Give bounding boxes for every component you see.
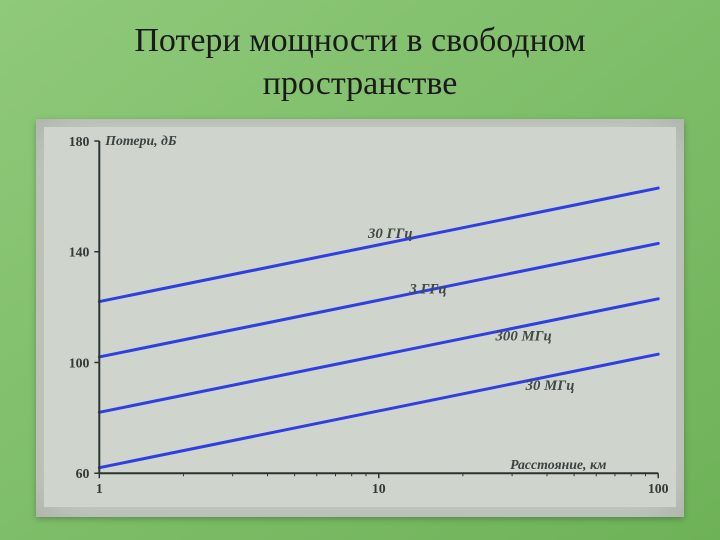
y-tick-label: 60 (76, 467, 90, 482)
slide-title: Потери мощности в свободном пространстве (36, 20, 684, 105)
title-line-1: Потери мощности в свободном (134, 22, 585, 59)
series-label: 30 ГГц (367, 226, 413, 242)
slide: Потери мощности в свободном пространстве… (0, 0, 720, 540)
title-line-2: пространстве (263, 65, 458, 102)
x-tick-label: 100 (648, 482, 669, 497)
loss-chart: Потери, дБ Расстояние, км 60 100 140 180 1 10 10… (44, 127, 676, 507)
chart-container: Потери, дБ Расстояние, км 60 100 140 180 1 10 10… (36, 119, 684, 517)
y-tick-label: 140 (69, 246, 90, 261)
x-tick-label: 10 (372, 482, 386, 497)
series-label: 30 МГц (525, 378, 575, 394)
x-axis-label: Расстояние, км (510, 458, 607, 473)
series-label: 3 ГГц (408, 281, 446, 297)
y-tick-label: 100 (69, 356, 90, 371)
x-tick-label: 1 (96, 482, 103, 497)
y-tick-label: 180 (69, 135, 90, 150)
chart-bg (44, 127, 676, 507)
y-axis-label: Потери, дБ (104, 134, 177, 149)
series-label: 300 МГц (495, 328, 552, 344)
